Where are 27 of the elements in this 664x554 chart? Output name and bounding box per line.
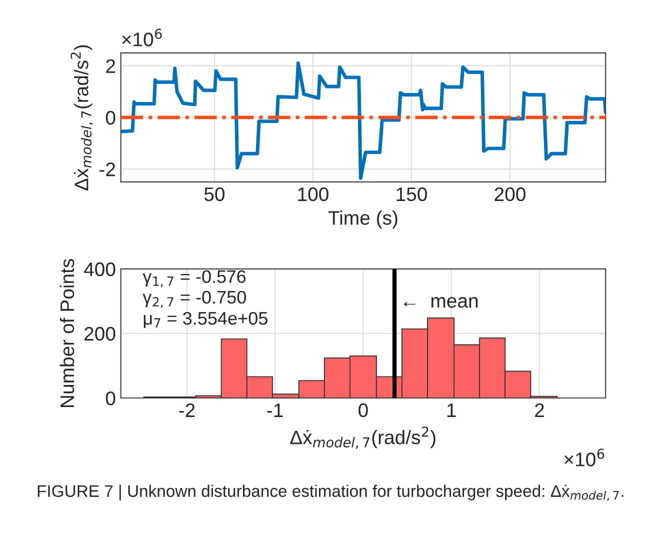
- annotation: μ$_{7}$ = 3.554e+05: [144, 312, 268, 328]
- y-tick-label: 2: [106, 59, 116, 73]
- annotation: γ$_{1,7}$ = -0.576: [142, 270, 246, 288]
- x-tick-label: -1: [267, 404, 283, 417]
- caption: FIGURE 7 | Unknown disturbance estimation for turbocharger speed: Δẋ$_{model,7}$.: [38, 484, 624, 501]
- y-tick-label: 0: [106, 110, 116, 125]
- y-axis-title: Δẋ$_{model,7}$(rad/s$^{2}$): [70, 45, 93, 190]
- y-tick-label: 0: [106, 391, 116, 406]
- x-tick-label: 50: [204, 187, 224, 202]
- text: ×10$^{6}$: [122, 28, 162, 46]
- x-tick-label: 2: [535, 403, 544, 417]
- ref-line-label: ← mean: [404, 297, 478, 308]
- annotation: γ$_{2,7}$ = -0.750: [142, 290, 246, 308]
- x-tick-label: 200: [494, 187, 526, 202]
- y-axis-title: Number of Points: [60, 259, 74, 407]
- y-tick-label: 200: [84, 326, 116, 341]
- x-axis-title: Δẋ$_{model,7}$(rad/s$^{2}$): [290, 426, 436, 449]
- y-tick-label: -2: [100, 162, 116, 176]
- line-series: [120, 62, 606, 180]
- x-tick-label: -2: [179, 403, 195, 417]
- y-tick-label: 400: [84, 262, 116, 276]
- x-tick-label: 0: [358, 403, 368, 418]
- x-tick-label: 100: [298, 187, 328, 202]
- x-axis-title: Time (s): [328, 210, 398, 229]
- x-tick-label: 150: [396, 187, 427, 202]
- text: ×10$^{6}$: [564, 448, 604, 466]
- x-tick-label: 1: [447, 404, 456, 417]
